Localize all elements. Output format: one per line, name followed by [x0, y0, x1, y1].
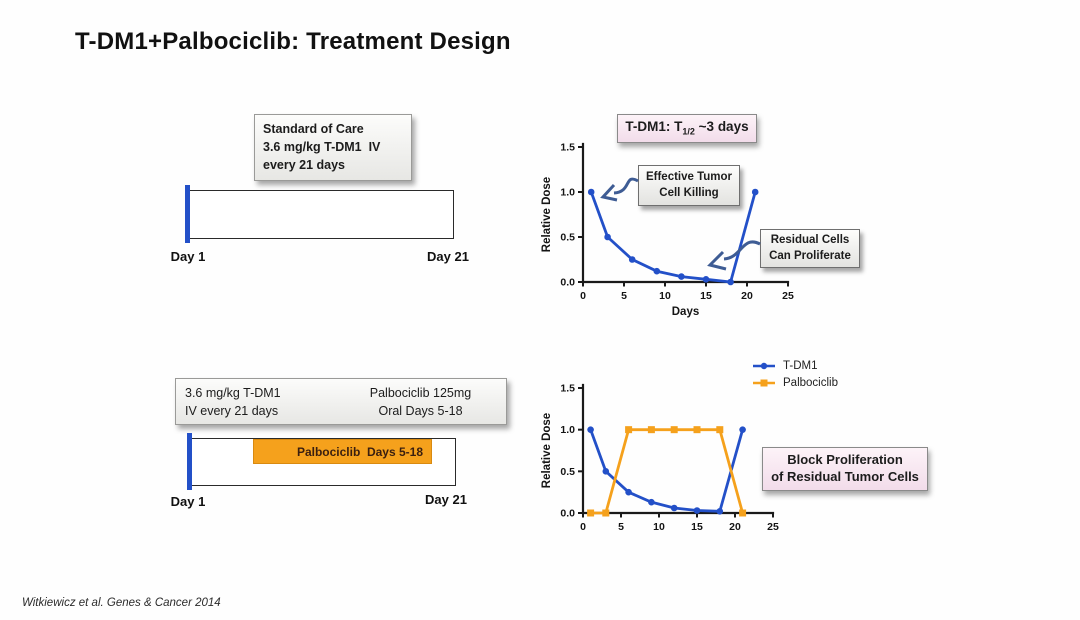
svg-text:Relative Dose: Relative Dose	[541, 413, 553, 488]
soc-info-line-2: 3.6 mg/kg T-DM1 IV	[263, 140, 381, 154]
combo-info-line: Oral Days 5-18	[378, 403, 463, 418]
legend-label-tdm1: T-DM1	[783, 359, 818, 372]
chart-legend: T-DM1 Palbociclib	[752, 358, 838, 390]
legend-row-tdm1: T-DM1	[752, 358, 838, 373]
svg-text:0: 0	[580, 290, 586, 302]
svg-text:1.5: 1.5	[560, 383, 575, 395]
soc-timeline-rect	[188, 190, 454, 239]
svg-text:10: 10	[659, 290, 671, 302]
callout-line: Residual Cells	[770, 234, 850, 246]
halflife-text-suffix: ~3 days	[694, 119, 749, 134]
tdm1-halflife-box: T-DM1: T1/2 ~3 days	[617, 114, 757, 143]
combo-dose-chart-svg: 0 5 10 15 20 25 0.0 0.5 1.0 1.5 Relative Dose	[541, 383, 779, 534]
palbociclib-bar: Palbociclib Days 5-18	[253, 439, 432, 464]
combo-info-box: 3.6 mg/kg T-DM1 IV every 21 days Palboci…	[175, 378, 507, 425]
svg-text:0.0: 0.0	[560, 508, 575, 520]
slide-title: T-DM1+Palbociclib: Treatment Design	[75, 28, 511, 55]
legend-row-palbociclib: Palbociclib	[752, 375, 838, 390]
combo-info-left: 3.6 mg/kg T-DM1 IV every 21 days	[176, 384, 335, 420]
soc-day1-label: Day 1	[170, 249, 206, 264]
combo-dose-chart: 0 5 10 15 20 25 0.0 0.5 1.0 1.5 Relative Dose T-DM…	[540, 358, 940, 538]
citation-footer: Witkiewicz et al. Genes & Cancer 2014	[22, 597, 221, 609]
svg-text:Days: Days	[672, 306, 700, 318]
svg-text:10: 10	[653, 521, 665, 533]
combo-day1-label: Day 1	[170, 494, 206, 509]
tdm1-legend-marker-icon	[753, 362, 775, 369]
svg-text:0.0: 0.0	[560, 277, 575, 289]
soc-info-box: Standard of Care 3.6 mg/kg T-DM1 IV ever…	[254, 114, 412, 181]
legend-label-palbociclib: Palbociclib	[783, 376, 838, 389]
series-Palbociclib	[587, 426, 747, 517]
svg-text:25: 25	[767, 521, 779, 533]
svg-text:5: 5	[618, 521, 624, 533]
svg-text:0: 0	[580, 521, 586, 533]
residual-cells-callout: Residual Cells Can Proliferate	[760, 229, 860, 268]
svg-text:1.5: 1.5	[560, 142, 575, 154]
series-T-DM1	[587, 188, 759, 286]
halflife-text-prefix: T-DM1: T	[625, 119, 683, 134]
combo-info-line: 3.6 mg/kg T-DM1	[185, 385, 281, 400]
svg-text:0.5: 0.5	[560, 232, 575, 244]
callout-line: Can Proliferate	[769, 250, 851, 262]
soc-info-line-1: Standard of Care	[263, 122, 364, 136]
palbociclib-bar-label: Palbociclib Days 5-18	[296, 444, 423, 459]
series-T-DM1	[587, 426, 746, 515]
combo-info-right: Palbociclib 125mg Oral Days 5-18	[335, 384, 506, 420]
svg-text:15: 15	[700, 290, 712, 302]
callout-line: Cell Killing	[659, 187, 719, 199]
svg-text:20: 20	[729, 521, 741, 533]
svg-text:25: 25	[782, 290, 794, 302]
combo-day21-label: Day 21	[425, 492, 467, 507]
tdm1-pk-chart-svg: 0 5 10 15 20 25 0.0 0.5 1.0 1.5 Days Relative Dose	[541, 142, 794, 319]
effective-killing-callout: Effective Tumor Cell Killing	[638, 165, 740, 206]
axes: 0 5 10 15 20 25 0.0 0.5 1.0 1.5 Days Relative Dose	[541, 142, 794, 319]
callout-line: Effective Tumor	[645, 171, 733, 183]
soc-info-line-3: every 21 days	[263, 158, 346, 172]
svg-text:Relative Dose: Relative Dose	[541, 177, 553, 252]
svg-text:0.5: 0.5	[560, 466, 575, 478]
halflife-text-sub: 1/2	[682, 126, 695, 137]
axes: 0 5 10 15 20 25 0.0 0.5 1.0 1.5 Relative Dose	[541, 383, 779, 534]
block-box-line: of Residual Tumor Cells	[771, 469, 919, 484]
svg-text:20: 20	[741, 290, 753, 302]
soc-day21-label: Day 21	[427, 249, 469, 264]
tdm1-pk-chart: 0 5 10 15 20 25 0.0 0.5 1.0 1.5 Days Relative Dose …	[540, 108, 870, 325]
combo-dose-bar	[187, 433, 192, 490]
block-proliferation-box: Block Proliferation of Residual Tumor Ce…	[762, 447, 928, 491]
svg-text:1.0: 1.0	[560, 187, 575, 199]
palbociclib-legend-marker-icon	[753, 379, 775, 386]
combo-info-line: Palbociclib 125mg	[369, 385, 472, 400]
svg-text:5: 5	[621, 290, 627, 302]
combo-info-line: IV every 21 days	[185, 403, 279, 418]
soc-dose-bar	[185, 185, 190, 243]
svg-text:1.0: 1.0	[560, 424, 575, 436]
block-box-line: Block Proliferation	[787, 452, 903, 467]
svg-text:15: 15	[691, 521, 703, 533]
